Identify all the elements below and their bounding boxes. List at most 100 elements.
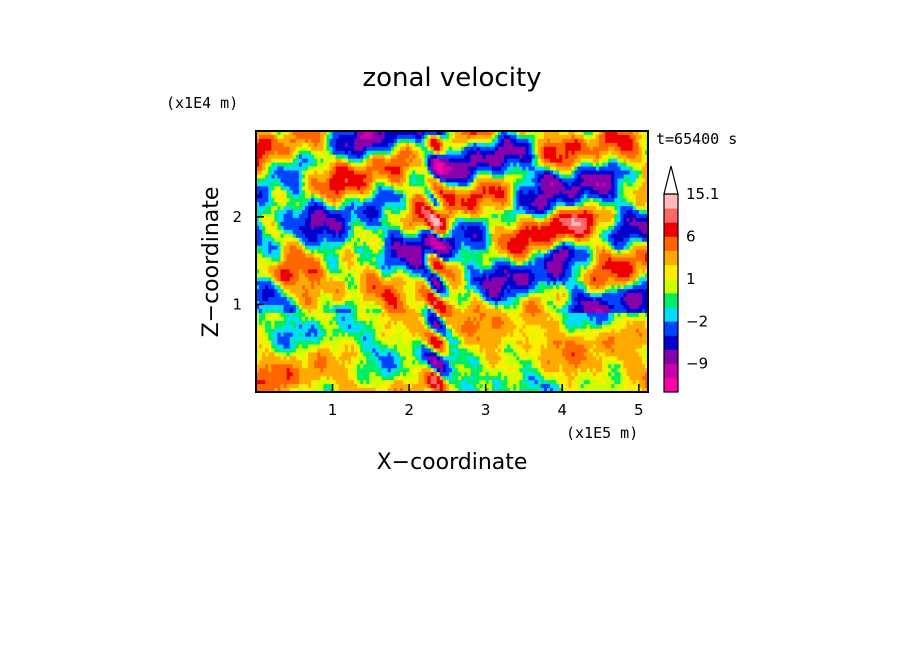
field-cell xyxy=(461,190,465,195)
field-cell xyxy=(396,174,401,180)
field-cell xyxy=(479,225,484,231)
field-cell xyxy=(528,281,533,286)
field-cell xyxy=(338,210,343,215)
field-cell xyxy=(452,273,456,278)
field-cell xyxy=(574,186,579,191)
field-cell xyxy=(271,281,275,286)
field-cell xyxy=(372,245,377,251)
field-cell xyxy=(421,142,426,148)
field-cell xyxy=(311,218,315,223)
field-cell xyxy=(553,186,557,191)
field-cell xyxy=(504,249,508,255)
field-cell xyxy=(464,237,468,243)
field-cell xyxy=(421,162,426,168)
field-cell xyxy=(366,170,370,176)
field-cell xyxy=(366,131,370,136)
field-cell xyxy=(531,190,536,195)
field-cell xyxy=(256,170,260,176)
field-cell xyxy=(504,131,508,136)
field-cell xyxy=(516,245,520,251)
field-cell xyxy=(614,241,618,247)
field-cell xyxy=(347,190,352,195)
field-cell xyxy=(531,131,536,136)
field-cell xyxy=(360,233,364,239)
field-cell xyxy=(473,245,478,251)
field-cell xyxy=(623,237,628,243)
field-cell xyxy=(280,221,285,227)
field-cell xyxy=(583,273,588,278)
field-cell xyxy=(583,202,588,207)
field-cell xyxy=(522,194,527,199)
field-cell xyxy=(592,225,597,231)
field-cell xyxy=(430,170,435,176)
field-cell xyxy=(274,277,279,282)
field-cell xyxy=(525,182,530,187)
field-cell xyxy=(280,158,285,164)
field-cell xyxy=(283,182,288,187)
field-cell xyxy=(592,198,597,203)
field-cell xyxy=(369,170,373,176)
field-cell xyxy=(635,218,640,223)
field-cell xyxy=(519,241,524,247)
field-cell xyxy=(396,237,401,243)
field-cell xyxy=(363,210,367,215)
field-cell xyxy=(357,186,361,191)
field-cell xyxy=(568,249,573,255)
field-cell xyxy=(430,206,435,211)
field-cell xyxy=(314,229,318,235)
field-cell xyxy=(320,229,324,235)
field-cell xyxy=(482,158,487,164)
field-cell xyxy=(531,162,536,168)
field-cell xyxy=(562,138,566,144)
field-cell xyxy=(271,142,275,148)
field-cell xyxy=(332,281,337,286)
field-cell xyxy=(378,162,383,168)
field-cell xyxy=(406,178,410,183)
field-cell xyxy=(259,186,263,191)
field-cell xyxy=(403,210,407,215)
field-cell xyxy=(433,257,438,263)
field-cell xyxy=(280,154,285,160)
field-cell xyxy=(317,269,321,274)
field-cell xyxy=(528,186,533,191)
field-cell xyxy=(641,206,646,211)
field-cell xyxy=(559,241,563,247)
field-cell xyxy=(614,269,618,274)
field-cell xyxy=(504,206,508,211)
field-cell xyxy=(292,174,297,180)
field-cell xyxy=(347,178,352,183)
field-cell xyxy=(295,182,300,187)
field-cell xyxy=(476,210,481,215)
field-cell xyxy=(262,273,266,278)
field-cell xyxy=(620,269,625,274)
field-cell xyxy=(586,273,591,278)
field-cell xyxy=(271,214,275,219)
field-cell xyxy=(494,237,499,243)
field-cell xyxy=(403,138,407,144)
field-cell xyxy=(378,146,383,152)
field-cell xyxy=(378,206,383,211)
field-cell xyxy=(534,138,539,144)
field-cell xyxy=(387,154,392,160)
field-cell xyxy=(485,257,490,263)
field-cell xyxy=(586,221,591,227)
field-cell xyxy=(418,178,422,183)
field-cell xyxy=(531,225,536,231)
field-cell xyxy=(553,162,557,168)
field-cell xyxy=(445,277,450,282)
field-cell xyxy=(534,166,539,172)
field-cell xyxy=(265,237,269,243)
field-cell xyxy=(314,174,318,180)
field-cell xyxy=(344,186,349,191)
field-cell xyxy=(583,138,588,144)
field-cell xyxy=(274,269,279,274)
field-cell xyxy=(406,158,410,164)
field-cell xyxy=(433,131,438,136)
field-cell xyxy=(403,277,407,282)
field-cell xyxy=(479,237,484,243)
field-cell xyxy=(516,150,520,156)
field-cell xyxy=(464,214,468,219)
field-cell xyxy=(504,241,508,247)
field-cell xyxy=(494,194,499,199)
field-cell xyxy=(277,134,282,140)
